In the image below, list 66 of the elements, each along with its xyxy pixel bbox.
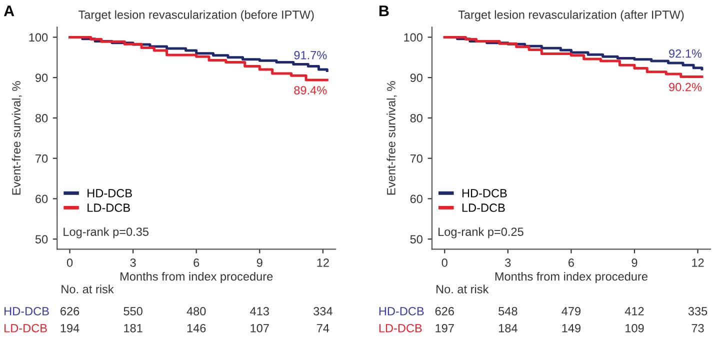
x-tick-label: 12 (692, 258, 704, 267)
y-tick-label: 100 (29, 33, 48, 42)
annotation: 90.2% (669, 82, 702, 92)
text: LD-DCB (4, 324, 47, 332)
x-axis-title: Months from index procedure (495, 272, 648, 283)
text: 109 (626, 324, 644, 332)
text: No. at risk (436, 284, 489, 294)
legend-label: HD-DCB (88, 189, 132, 198)
text: 479 (562, 307, 580, 316)
x-tick-label: 12 (317, 258, 329, 267)
y-tick-label: 90 (410, 74, 422, 82)
text: 626 (435, 307, 454, 316)
y-axis-title: Event-free survival, % (12, 81, 22, 195)
annotation: 89.4% (294, 86, 327, 94)
text: 334 (314, 307, 332, 316)
y-tick-label: 80 (410, 114, 422, 122)
x-tick-label: 6 (568, 258, 574, 267)
text: 194 (60, 324, 80, 332)
x-tick-label: 6 (194, 258, 200, 267)
text: A (4, 6, 14, 16)
text: 548 (498, 307, 518, 316)
legend-label: HD-DCB (462, 189, 507, 198)
legend-label: LD-DCB (462, 204, 505, 212)
x-tick-label: 3 (505, 258, 511, 267)
chart-title: Target lesion revascularization (after IPTW) (458, 10, 684, 22)
y-tick-label: 60 (36, 194, 48, 204)
text: HD-DCB (379, 307, 424, 316)
y-tick-label: 100 (404, 33, 422, 42)
text: 197 (436, 324, 454, 332)
annotation: 91.7% (294, 50, 327, 60)
text: HD-DCB (4, 307, 49, 316)
x-tick-label: 9 (632, 258, 638, 267)
y-axis-title: Event-free survival, % (386, 81, 397, 195)
x-tick-label: 9 (256, 258, 262, 267)
text: 107 (250, 324, 269, 332)
y-tick-label: 70 (36, 154, 48, 163)
text: 550 (124, 307, 142, 316)
annotation: Log-rank p=0.35 (64, 227, 149, 238)
text: 146 (187, 324, 206, 332)
text: 626 (60, 307, 80, 316)
text: 412 (624, 307, 644, 316)
text: 73 (692, 324, 704, 332)
text: 74 (316, 324, 330, 332)
y-tick-label: 80 (35, 114, 48, 122)
text: B (379, 6, 389, 16)
text: 413 (250, 307, 269, 316)
text: LD-DCB (379, 324, 422, 332)
x-tick-label: 0 (66, 258, 73, 267)
y-tick-label: 50 (35, 235, 48, 244)
annotation: 92.1% (669, 49, 702, 58)
text: No. at risk (62, 284, 114, 294)
x-tick-label: 0 (442, 258, 448, 267)
legend-label: LD-DCB (88, 204, 130, 212)
text: 335 (688, 307, 708, 316)
text: 149 (562, 324, 580, 332)
text: 184 (498, 324, 518, 332)
y-tick-label: 60 (410, 194, 422, 204)
chart-title: Target lesion revascularization (before IPTW) (78, 10, 314, 22)
x-tick-label: 3 (130, 258, 136, 267)
annotation: Log-rank p=0.25 (438, 227, 524, 238)
text: 181 (124, 324, 142, 332)
text: 480 (186, 307, 206, 316)
y-tick-label: 50 (410, 235, 422, 244)
y-tick-label: 70 (410, 154, 422, 163)
y-tick-label: 90 (36, 74, 48, 82)
x-axis-title: Months from index procedure (120, 272, 273, 283)
